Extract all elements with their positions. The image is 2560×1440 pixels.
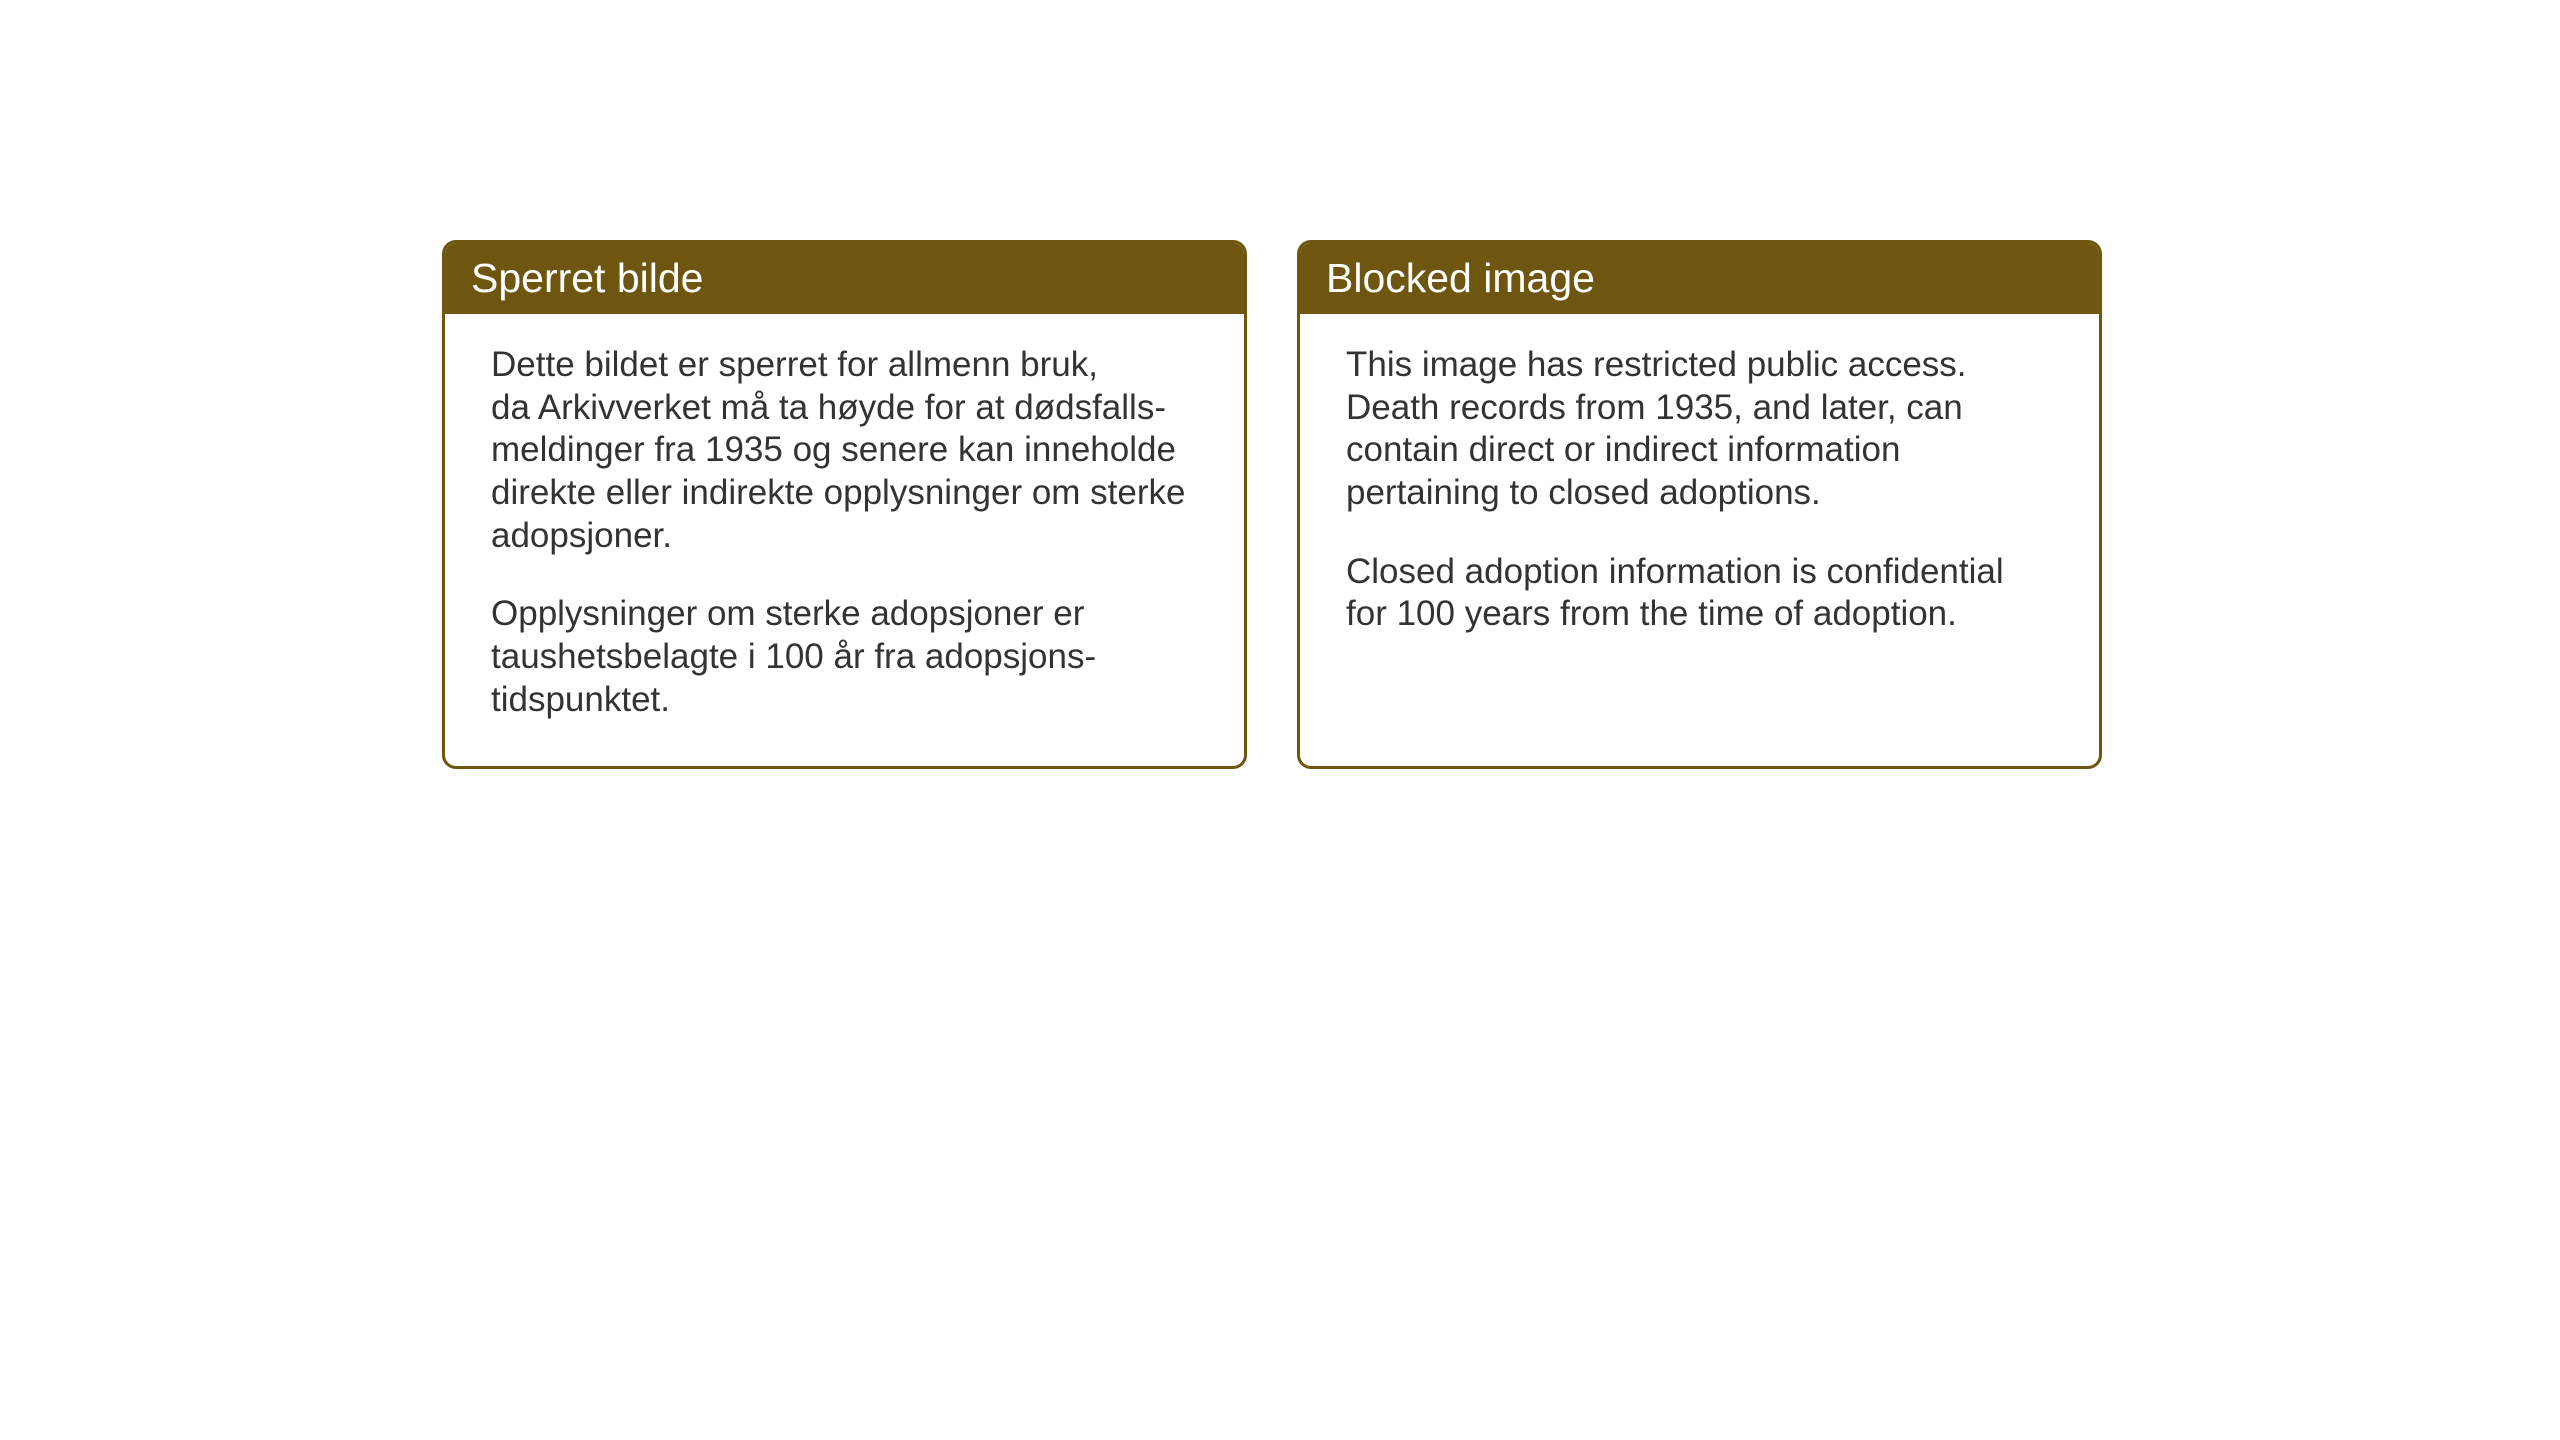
card-header-norwegian: Sperret bilde <box>445 243 1244 314</box>
card-title: Sperret bilde <box>471 255 703 301</box>
card-paragraph-2: Closed adoption information is confident… <box>1346 551 2053 636</box>
card-header-english: Blocked image <box>1300 243 2099 314</box>
card-paragraph-1: Dette bildet er sperret for allmenn bruk… <box>491 344 1198 557</box>
notice-card-english: Blocked image This image has restricted … <box>1297 240 2102 769</box>
card-paragraph-1: This image has restricted public access.… <box>1346 344 2053 515</box>
notice-container: Sperret bilde Dette bildet er sperret fo… <box>442 240 2102 769</box>
notice-card-norwegian: Sperret bilde Dette bildet er sperret fo… <box>442 240 1247 769</box>
card-body-norwegian: Dette bildet er sperret for allmenn bruk… <box>445 314 1244 766</box>
card-body-english: This image has restricted public access.… <box>1300 314 2099 754</box>
card-title: Blocked image <box>1326 255 1595 301</box>
card-paragraph-2: Opplysninger om sterke adopsjoner er tau… <box>491 593 1198 721</box>
